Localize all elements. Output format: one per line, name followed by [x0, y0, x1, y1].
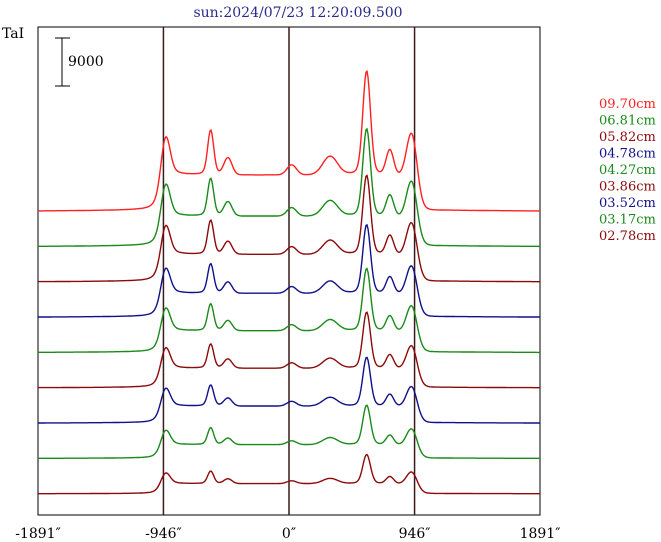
legend-entry: 03.17cm	[599, 213, 656, 228]
series-line	[38, 267, 540, 354]
x-tick-label: -946″	[145, 526, 182, 542]
x-tick-label: 946″	[399, 526, 431, 542]
chart-title: sun:2024/07/23 12:20:09.500	[193, 5, 402, 21]
series-line	[38, 127, 540, 248]
legend-entry: 02.78cm	[599, 229, 656, 244]
legend-entry: 04.78cm	[599, 147, 656, 162]
legend-entry: 04.27cm	[599, 163, 656, 178]
series-line	[38, 356, 540, 424]
y-axis-label: TaI	[2, 26, 24, 42]
x-tick-label: -1891″	[15, 526, 61, 542]
legend-entry: 09.70cm	[599, 97, 656, 112]
series-line	[37, 174, 540, 283]
series-line	[38, 311, 540, 389]
legend-entry: 05.82cm	[599, 130, 656, 145]
series-line	[38, 223, 540, 318]
x-tick-labels: -1891″ -946″ 0″ 946″ 1891″	[15, 526, 560, 542]
scale-bar-label: 9000	[68, 54, 104, 70]
legend-entry: 06.81cm	[599, 114, 656, 129]
curves	[37, 69, 540, 495]
legend-entry: 03.86cm	[599, 180, 656, 195]
series-line	[38, 404, 540, 459]
series-line	[38, 69, 540, 212]
x-tick-label: 1891″	[520, 526, 561, 542]
x-tick-label: 0″	[282, 526, 296, 542]
legend-entry: 03.52cm	[599, 196, 656, 211]
series-line	[38, 453, 540, 495]
scale-bar: 9000	[55, 37, 104, 87]
